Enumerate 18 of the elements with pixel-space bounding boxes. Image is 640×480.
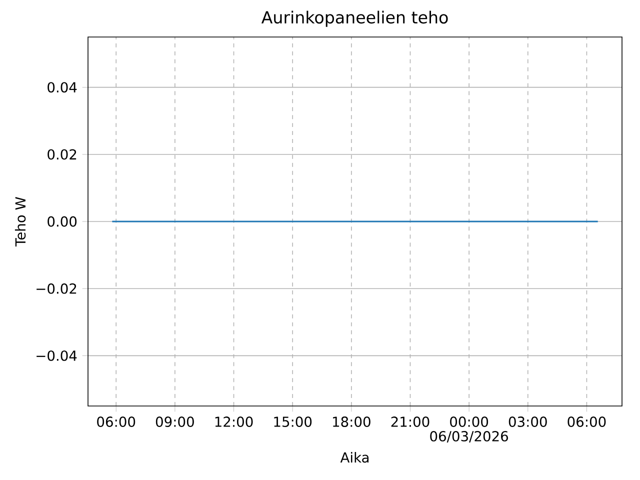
y-tick-label: 0.02 — [48, 149, 76, 160]
x-axis-title: Aika — [340, 452, 369, 463]
y-tick-label: −0.04 — [36, 350, 77, 361]
x-tick-label: 21:00 — [391, 416, 430, 427]
x-tick-label: 18:00 — [333, 416, 370, 427]
x-tick-label: 06:00 — [568, 416, 606, 427]
y-tick-label: 0.00 — [48, 216, 77, 227]
x-tick-label: 00:00 — [450, 416, 488, 427]
y-tick-label: 0.04 — [48, 82, 77, 93]
x-tick-label: 12:00 — [215, 416, 253, 427]
x-tick-label: 15:00 — [274, 416, 312, 427]
x-tick-label: 06:00 — [97, 416, 136, 427]
chart-title: Aurinkopaneelien teho — [261, 10, 448, 27]
x-tick-label: 03:00 — [508, 416, 547, 427]
text: 06/03/2026 — [430, 430, 508, 443]
x-tick-label: 09:00 — [156, 416, 194, 427]
y-tick-label: −0.02 — [36, 283, 76, 294]
y-axis-title: Teho W — [14, 197, 26, 246]
